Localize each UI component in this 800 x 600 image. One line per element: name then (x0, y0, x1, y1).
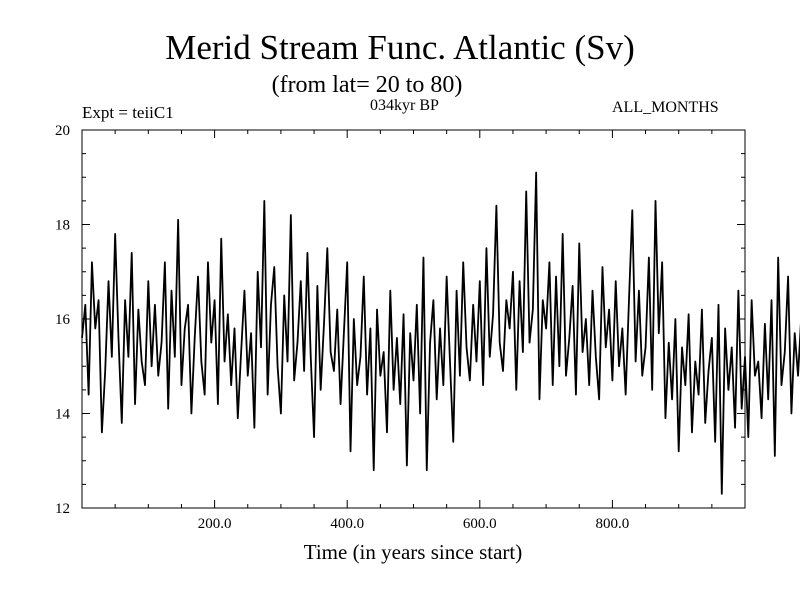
experiment-label: Expt = teiiC1 (82, 103, 174, 122)
y-tick-label: 18 (55, 218, 70, 234)
y-tick-label: 12 (55, 501, 70, 517)
x-tick-label: 200.0 (198, 516, 232, 532)
y-tick-label: 16 (55, 312, 71, 328)
x-tick-label: 800.0 (596, 516, 630, 532)
chart-title: Merid Stream Func. Atlantic (Sv) (165, 28, 635, 67)
x-axis: 200.0 400.0 600.0 800.0 (114, 130, 713, 532)
period-label: 034kyr BP (370, 97, 439, 114)
plot-frame (81, 129, 746, 509)
series-group (81, 171, 800, 495)
series-line (81, 171, 800, 495)
chart-subtitle: (from lat= 20 to 80) (271, 72, 463, 98)
x-axis-label: Time (in years since start) (303, 540, 523, 564)
x-tick-label: 600.0 (463, 516, 497, 532)
y-tick-label: 20 (55, 123, 70, 139)
months-label: ALL_MONTHS (612, 99, 719, 116)
x-tick-label: 400.0 (330, 516, 364, 532)
y-axis: 12 14 16 18 20 (55, 123, 745, 517)
y-tick-label: 14 (55, 407, 71, 423)
